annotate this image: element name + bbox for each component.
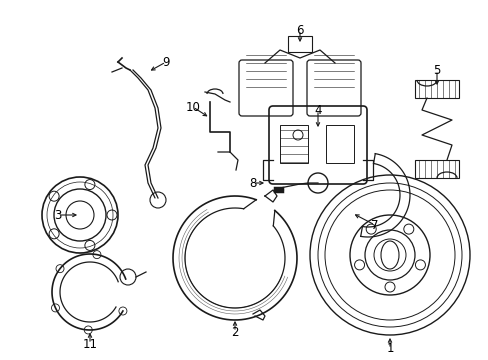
Text: 2: 2	[231, 325, 238, 338]
Bar	[280, 125, 307, 163]
Text: 7: 7	[370, 219, 378, 231]
Text: 11: 11	[82, 338, 97, 351]
Bar	[287, 36, 311, 52]
Text: 8: 8	[249, 176, 256, 189]
Text: 5: 5	[432, 63, 440, 77]
Bar	[414, 80, 458, 98]
Text: 3: 3	[54, 208, 61, 221]
Bar	[325, 125, 353, 163]
Text: 1: 1	[386, 342, 393, 356]
Text: 9: 9	[162, 55, 169, 68]
Text: 6: 6	[296, 23, 303, 36]
Text: 10: 10	[185, 100, 200, 113]
Bar	[414, 160, 458, 178]
Text: 4: 4	[314, 104, 321, 117]
